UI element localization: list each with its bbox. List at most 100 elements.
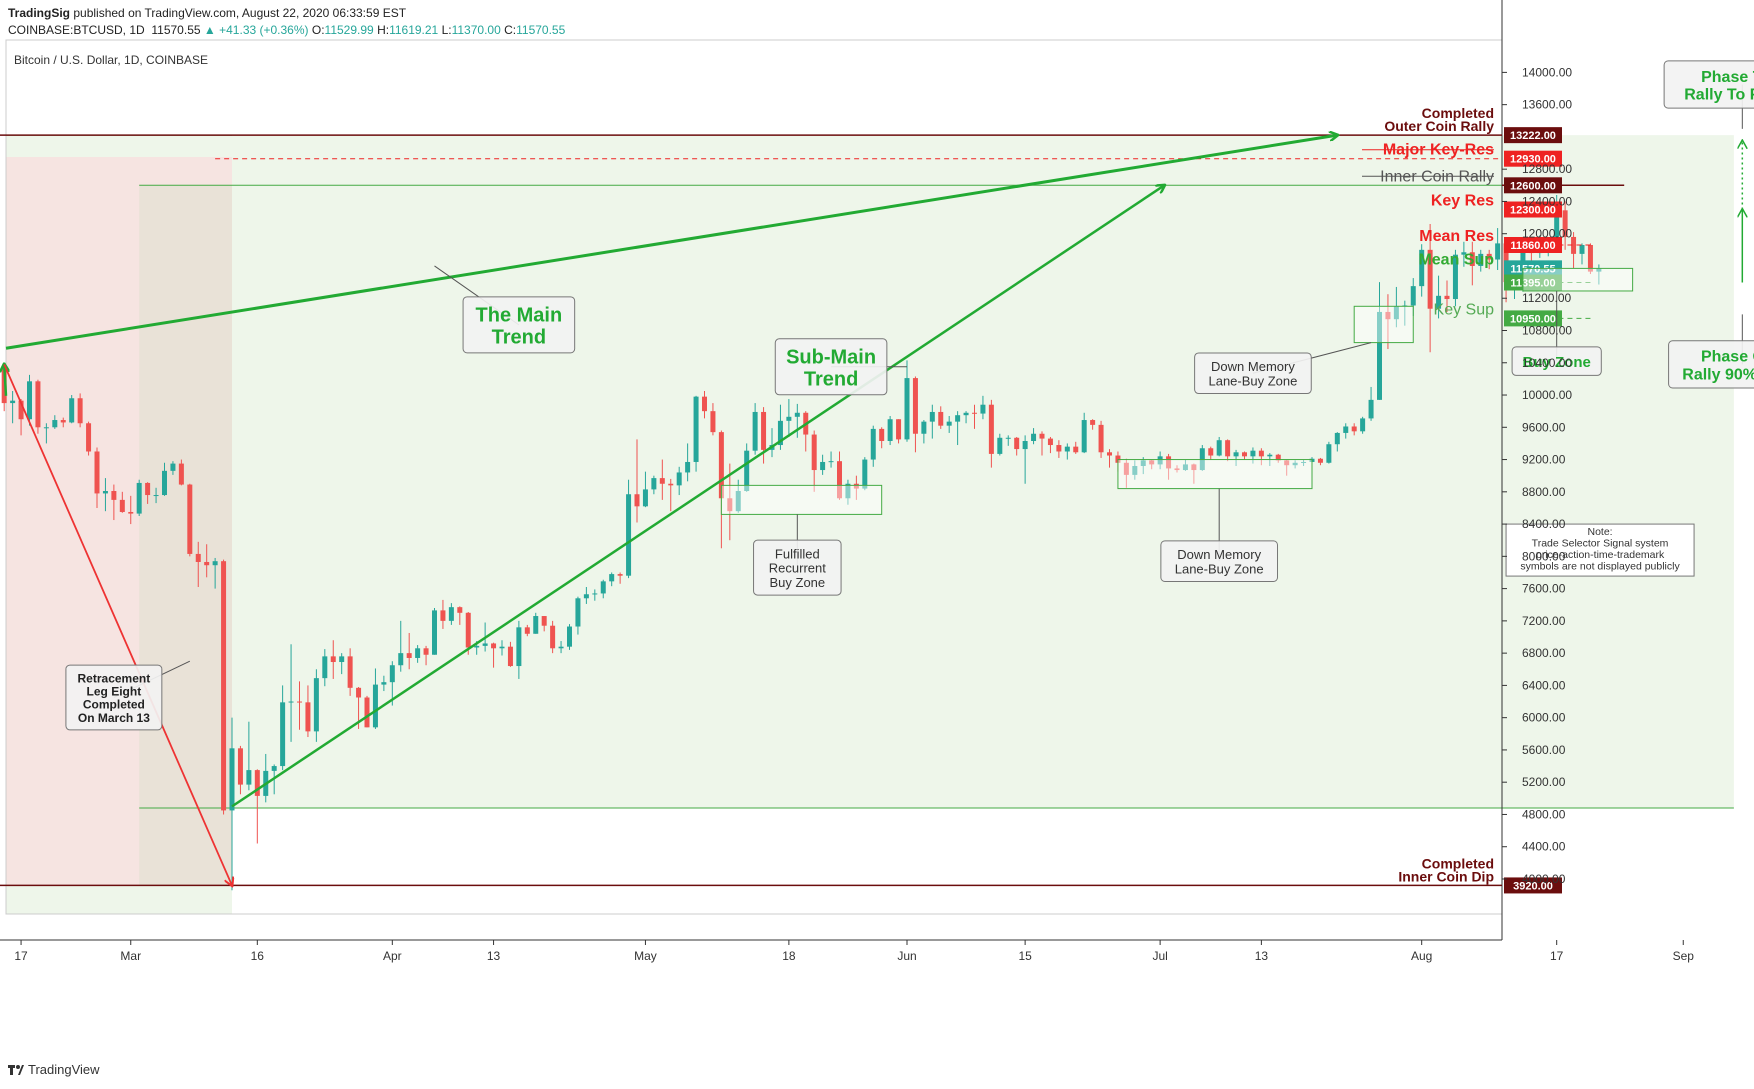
candle-body — [187, 484, 193, 554]
candle-body — [1275, 454, 1281, 461]
callout-text: Sub-Main — [786, 346, 876, 368]
candle-body — [921, 421, 927, 434]
candle-body — [372, 684, 378, 728]
candle — [1343, 423, 1349, 439]
candle-body — [685, 461, 691, 473]
candle — [794, 403, 800, 438]
candle-body — [145, 482, 151, 496]
candle-body — [668, 483, 674, 486]
callout-text: Down Memory — [1211, 359, 1295, 374]
candle — [820, 454, 826, 475]
candle — [170, 461, 176, 475]
main-trend-line — [5, 135, 1337, 350]
candle-body — [246, 770, 252, 785]
candle — [440, 599, 446, 629]
candle-body — [617, 574, 623, 576]
candle-body — [744, 450, 750, 492]
candle — [1123, 458, 1129, 488]
candle-body — [1444, 295, 1450, 300]
candle-body — [1081, 420, 1087, 453]
candle — [1031, 428, 1037, 445]
candle-body — [356, 687, 362, 698]
candle-body — [1140, 460, 1146, 467]
candle-body — [305, 702, 311, 732]
footer-brand[interactable]: TradingView — [8, 1062, 100, 1077]
candle-body — [1478, 253, 1484, 266]
level-annotation: Key Res — [1431, 193, 1494, 210]
candle — [1587, 243, 1593, 275]
candle-body — [1022, 441, 1028, 450]
time-tick-label: 18 — [782, 949, 796, 963]
candle-body — [550, 625, 556, 649]
price-tick-label: 8400.00 — [1522, 517, 1566, 531]
price-tick-label: 13600.00 — [1522, 98, 1572, 112]
candle — [668, 478, 674, 512]
candle-body — [1225, 440, 1231, 457]
candle-body — [1132, 466, 1138, 475]
candle-body — [1216, 440, 1222, 456]
candle — [651, 475, 657, 495]
price-tick-label: 10000.00 — [1522, 388, 1572, 402]
candle-body — [69, 398, 75, 423]
level-annotation: Completed — [1422, 105, 1494, 121]
level-annotation: Outer Coin Rally — [1384, 118, 1494, 134]
candle — [1073, 441, 1079, 454]
candle-body — [1166, 456, 1172, 469]
candle — [1191, 463, 1197, 484]
candle — [1377, 282, 1382, 400]
candle — [35, 379, 41, 434]
time-tick-label: Jun — [897, 949, 916, 963]
candle-body — [1410, 286, 1416, 306]
candle — [330, 640, 336, 679]
price-tick-label: 12000.00 — [1522, 227, 1572, 241]
candle-body — [1284, 460, 1290, 466]
time-tick-label: 13 — [487, 949, 501, 963]
candle-body — [1090, 420, 1096, 425]
price-tick-label: 8000.00 — [1522, 549, 1566, 563]
candle-body — [735, 491, 741, 512]
candle-body — [693, 396, 699, 462]
candle — [1486, 249, 1492, 270]
candle — [1351, 423, 1357, 436]
candle — [811, 430, 817, 492]
candle — [432, 607, 437, 655]
candle-body — [761, 411, 767, 450]
candle-body — [1326, 444, 1332, 463]
candle-body — [1495, 243, 1501, 260]
candle — [1107, 449, 1112, 468]
candle — [600, 579, 606, 599]
tradingview-logo-icon — [8, 1063, 24, 1075]
open-value: 11529.99 — [324, 23, 374, 37]
candle-body — [212, 561, 218, 566]
annotation-callouts: The MainTrendSub-MainTrendRetracementLeg… — [65, 60, 1754, 731]
candle-body — [1587, 245, 1593, 272]
candle-body — [1562, 210, 1568, 237]
candle — [507, 641, 513, 667]
early-trend-arrow — [4, 364, 6, 396]
publisher-line: TradingSig published on TradingView.com,… — [8, 6, 406, 20]
candle — [980, 395, 986, 420]
price-tick-label: 9600.00 — [1522, 420, 1566, 434]
callout-text: The Main — [476, 305, 563, 327]
callout-text: Lane-Buy Zone — [1208, 373, 1297, 388]
candle — [955, 411, 961, 446]
callout-box — [1663, 60, 1754, 109]
candle — [162, 462, 167, 496]
candle — [448, 603, 454, 625]
candle-body — [499, 646, 505, 649]
low-label: L: — [441, 23, 452, 37]
candle-body — [575, 598, 581, 627]
candle-body — [516, 627, 522, 667]
publisher-name[interactable]: TradingSig — [8, 6, 71, 20]
candle — [1596, 264, 1602, 285]
candle — [1166, 453, 1172, 480]
time-tick-label: Jul — [1152, 949, 1167, 963]
candle-body — [423, 648, 429, 655]
candle-body — [752, 411, 758, 451]
candle-body — [583, 594, 589, 599]
candle — [1393, 286, 1399, 328]
candle — [398, 620, 404, 672]
candle — [305, 685, 311, 738]
